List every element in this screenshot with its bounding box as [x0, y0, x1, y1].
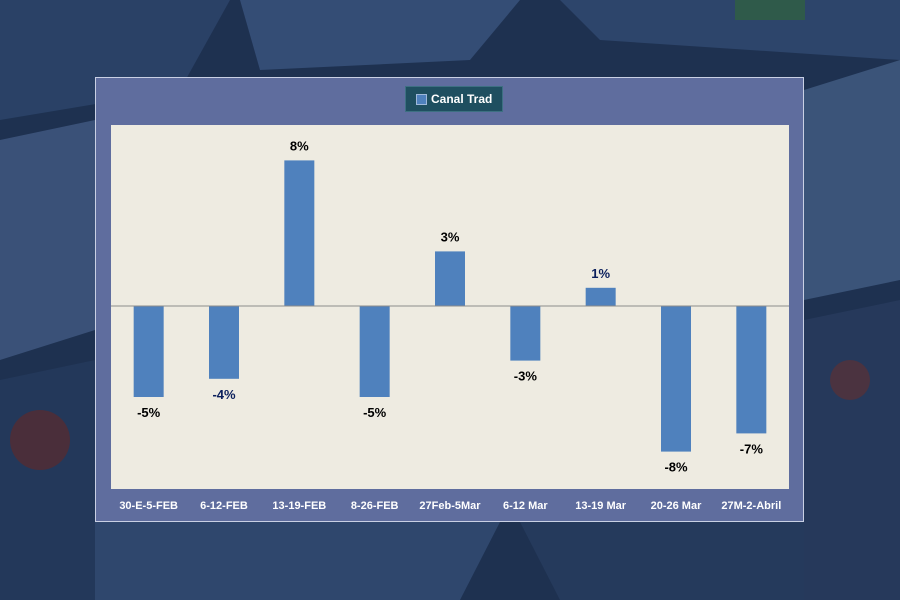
- category-label-1: 30-E-5-FEB: [119, 500, 178, 512]
- bar-8: [661, 306, 691, 452]
- category-label-3: 13-19-FEB: [272, 500, 326, 512]
- data-label-8: -8%: [664, 460, 688, 475]
- chart-legend: Canal Trad: [405, 86, 504, 112]
- bar-2: [209, 306, 239, 379]
- bar-9: [736, 306, 767, 434]
- category-label-5: 27Feb-5Mar: [419, 500, 481, 512]
- bar-7: [585, 287, 616, 306]
- legend-swatch: [416, 93, 427, 105]
- data-label-1: -5%: [137, 405, 161, 420]
- bar-4: [359, 306, 390, 397]
- data-label-5: 3%: [441, 229, 460, 244]
- category-label-9: 27M-2-Abril: [721, 500, 781, 512]
- bar-1: [133, 306, 164, 397]
- legend-label: Canal Trad: [431, 92, 493, 106]
- category-label-6: 6-12 Mar: [503, 500, 548, 512]
- data-label-7: 1%: [591, 266, 610, 281]
- bar-5: [435, 251, 465, 306]
- bar-3: [284, 160, 315, 306]
- data-label-6: -3%: [514, 369, 538, 384]
- category-label-8: 20-26 Mar: [651, 500, 702, 512]
- category-label-2: 6-12-FEB: [200, 500, 248, 512]
- category-label-7: 13-19 Mar: [575, 500, 626, 512]
- data-label-2: -4%: [212, 387, 236, 402]
- data-label-4: -5%: [363, 405, 387, 420]
- data-label-3: 8%: [290, 138, 309, 153]
- data-label-9: -7%: [740, 441, 764, 456]
- category-label-4: 8-26-FEB: [351, 500, 399, 512]
- bar-6: [510, 306, 541, 361]
